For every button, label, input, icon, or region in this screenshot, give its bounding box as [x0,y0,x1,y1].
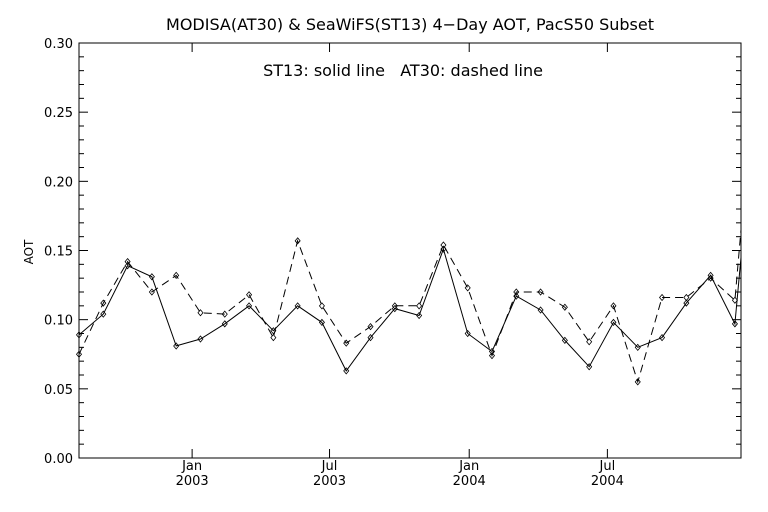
data-point-at30 [197,309,204,317]
data-point-st13 [634,343,641,351]
y-tick-label: 0.00 [44,452,73,467]
y-axis-ticks: 0.00 0.05 0.10 0.15 0.20 0.25 0.30 [44,37,741,467]
data-point-at30 [391,302,398,310]
data-point-st13 [100,310,107,318]
data-point-st13 [416,311,423,320]
data-point-st13 [221,320,228,328]
x-tick-year-label: 2004 [453,474,486,489]
data-point-at30 [75,350,83,358]
data-point-st13 [731,320,738,328]
data-point-at30 [488,352,496,360]
data-point-st13 [464,329,471,338]
chart-annotation: ST13: solid line AT30: dashed line [263,61,543,80]
data-point-at30 [464,284,471,292]
data-point-at30 [246,291,253,299]
data-point-st13 [683,299,690,307]
y-tick-label: 0.30 [44,37,73,52]
data-point-at30 [731,296,738,304]
data-point-at30 [659,293,666,302]
data-point-at30 [586,338,593,346]
data-point-at30 [343,339,350,347]
data-point-at30 [100,299,107,307]
data-point-at30 [270,334,277,342]
data-point-at30 [537,288,544,296]
data-point-st13 [537,306,544,314]
data-point-at30 [173,271,180,280]
data-point-at30 [683,293,690,302]
data-point-at30 [148,288,155,296]
x-tick-year-label: 2003 [176,474,209,489]
data-point-at30 [318,302,325,310]
data-point-at30 [513,288,520,296]
data-point-st13 [343,367,350,375]
data-point-st13 [246,302,253,310]
data-point-at30 [221,310,228,318]
x-tick-month-label: Jan [181,459,202,474]
data-point-st13 [197,335,204,343]
chart-title: MODISA(AT30) & SeaWiFS(ST13) 4−Day AOT, … [166,15,654,34]
data-point-st13 [561,336,568,345]
data-point-st13 [75,331,83,339]
x-tick-month-label: Jul [321,459,338,474]
data-point-st13 [173,342,180,350]
data-point-st13 [367,334,374,342]
x-tick-month-label: Jan [458,459,479,474]
data-point-at30 [416,302,423,310]
data-point-st13 [148,273,155,281]
data-point-st13 [124,262,131,270]
data-point-st13 [586,363,593,371]
data-point-st13 [391,304,398,313]
data-point-st13 [659,334,666,342]
y-tick-label: 0.20 [44,175,73,190]
data-point-at30 [124,257,131,266]
series-line-st13 [78,247,742,372]
x-tick-year-label: 2003 [313,474,346,489]
y-axis-label: AOT [22,239,36,264]
plot-frame [78,42,742,459]
series-line-at30 [78,229,742,384]
y-tick-label: 0.10 [44,314,73,329]
x-tick-month-label: Jul [599,459,616,474]
data-point-at30 [367,322,374,331]
data-point-at30 [294,237,301,245]
data-point-st13 [318,318,325,327]
y-tick-label: 0.25 [44,106,73,121]
data-point-st13 [610,318,617,327]
y-tick-label: 0.15 [44,245,73,260]
data-point-at30 [440,241,447,249]
series-group [75,229,742,386]
data-point-at30 [634,378,641,386]
data-point-at30 [610,302,617,310]
data-point-st13 [294,302,301,310]
y-tick-label: 0.05 [44,383,73,398]
data-point-at30 [707,274,714,282]
x-tick-year-label: 2004 [591,474,624,489]
data-point-at30 [561,303,568,311]
